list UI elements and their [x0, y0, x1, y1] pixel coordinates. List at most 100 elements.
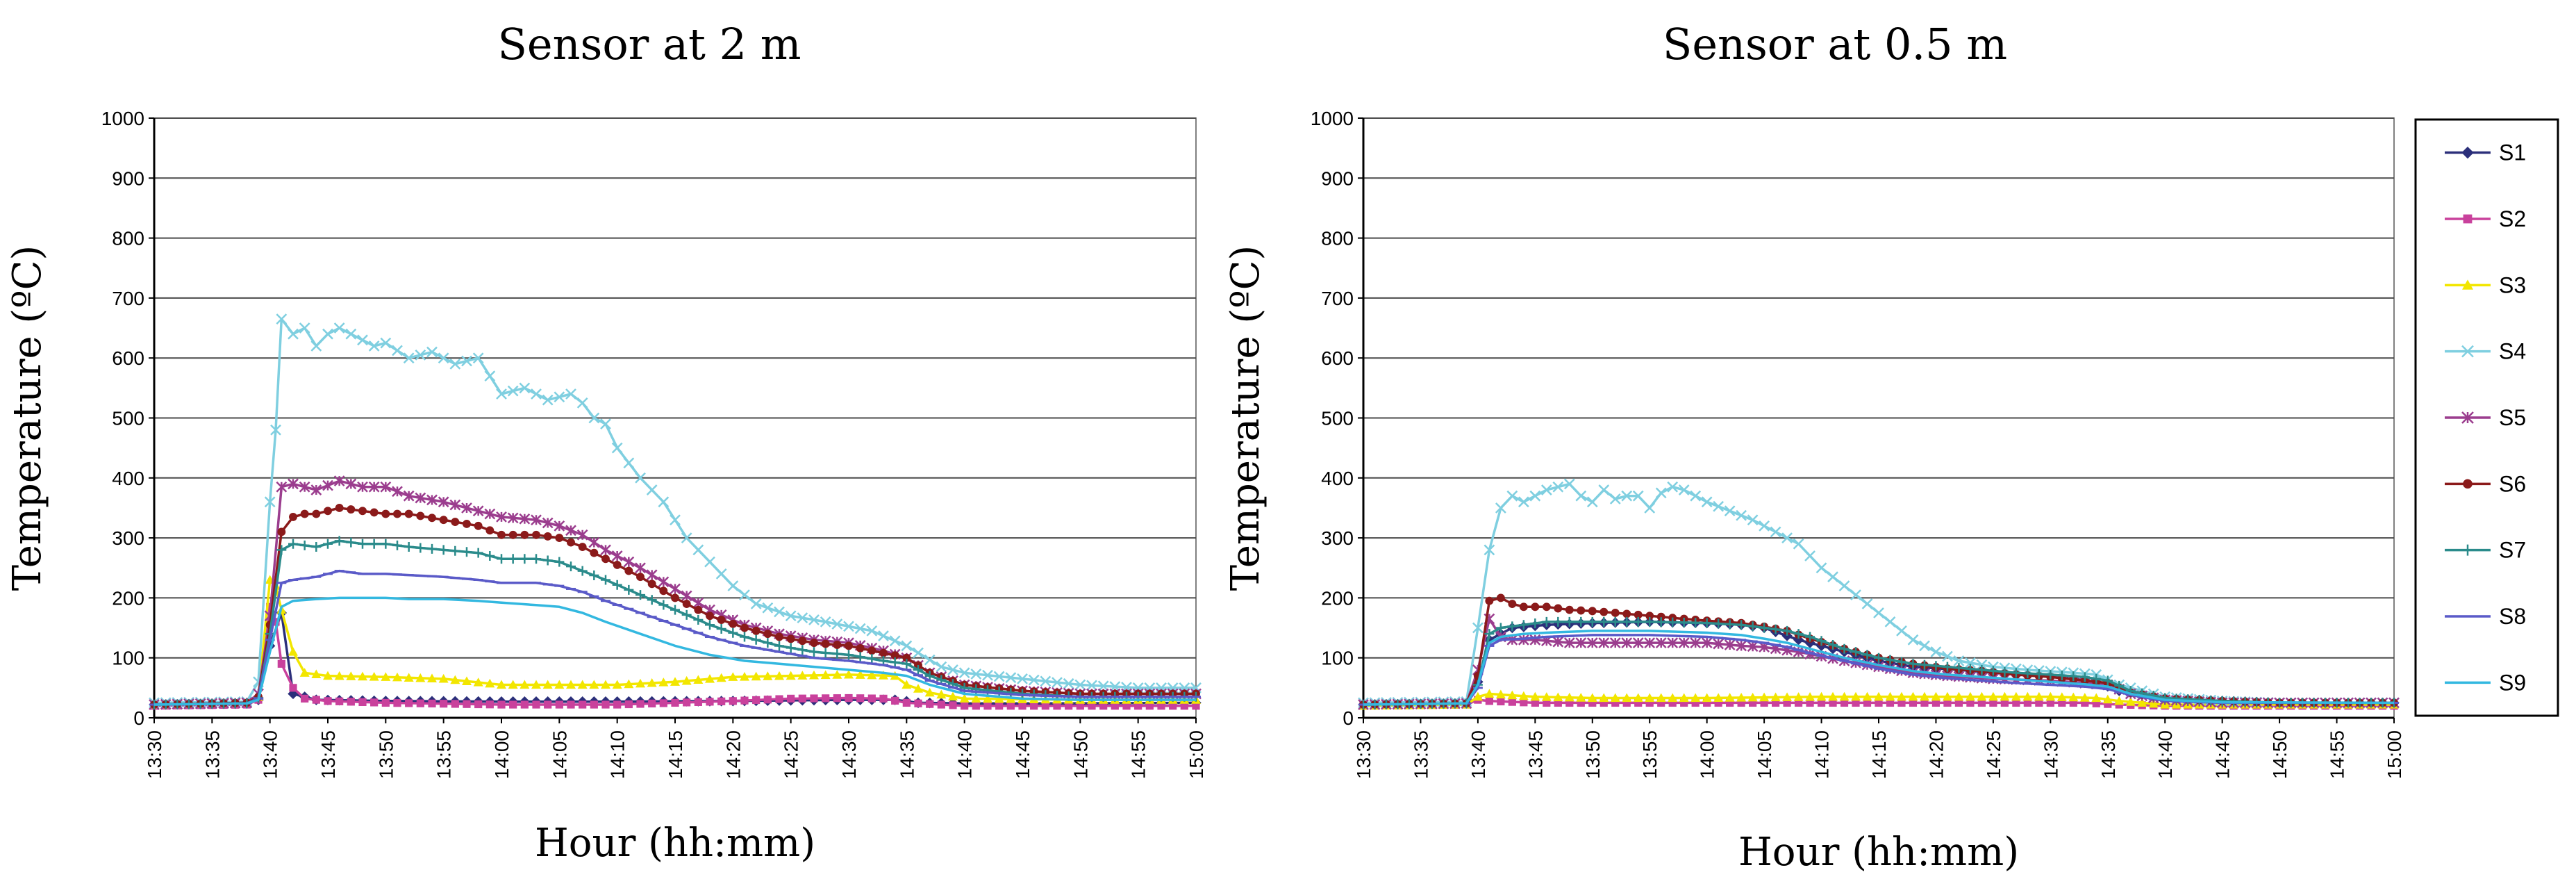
legend-swatch-marker	[2462, 279, 2473, 290]
data-point	[1552, 481, 1564, 493]
data-point	[1565, 605, 1574, 614]
data-point	[2012, 698, 2020, 707]
data-point	[1577, 698, 1585, 707]
data-point	[727, 580, 739, 592]
data-point	[1543, 698, 1551, 707]
x-tick-label: 14:55	[2327, 730, 2348, 779]
series-line-s9	[1363, 630, 2395, 706]
data-point	[1908, 659, 1918, 669]
data-point	[601, 680, 610, 689]
data-point	[543, 532, 552, 541]
legend-swatch-marker	[2461, 345, 2474, 358]
data-point	[2045, 691, 2056, 701]
data-point	[856, 694, 865, 703]
data-point	[2137, 698, 2147, 707]
data-point	[1587, 616, 1597, 627]
data-point	[611, 442, 623, 454]
data-point	[579, 700, 587, 709]
data-point	[705, 674, 715, 683]
data-point	[1529, 490, 1541, 502]
data-point	[646, 569, 658, 581]
data-point	[2069, 698, 2077, 707]
x-tick-label: 14:55	[1128, 730, 1149, 779]
data-point	[2091, 673, 2102, 684]
data-point	[1713, 693, 1724, 702]
data-point	[1088, 702, 1096, 710]
data-point	[890, 651, 899, 660]
data-point	[589, 570, 599, 581]
data-point	[1097, 680, 1109, 692]
data-point	[347, 698, 355, 706]
x-tick-label: 13:40	[1468, 730, 1489, 779]
data-point	[588, 412, 600, 424]
data-point	[613, 700, 622, 709]
data-point	[438, 545, 449, 555]
data-point	[693, 615, 704, 625]
data-point	[1737, 698, 1745, 707]
data-point	[658, 678, 669, 687]
data-point	[497, 530, 506, 539]
data-point	[276, 481, 288, 493]
data-point	[635, 472, 646, 484]
data-point	[1632, 490, 1644, 502]
y-tick-label: 300	[112, 527, 144, 549]
legend-label: S3	[2499, 272, 2526, 297]
data-point	[902, 653, 911, 662]
data-point	[716, 673, 726, 682]
data-point	[566, 680, 576, 689]
data-point	[810, 694, 818, 703]
x-tick-label: 13:30	[1353, 730, 1374, 779]
data-point	[2035, 698, 2043, 707]
y-tick-label: 0	[1343, 707, 1354, 729]
data-point	[1724, 639, 1736, 650]
data-point	[1542, 602, 1551, 611]
data-point	[1554, 604, 1563, 613]
legend-swatch-marker	[2461, 411, 2474, 424]
data-point	[983, 693, 992, 703]
data-point	[1563, 478, 1575, 490]
data-point	[1657, 698, 1665, 707]
data-point	[995, 702, 1004, 710]
data-point	[368, 340, 380, 352]
data-point	[890, 657, 900, 668]
data-point	[1610, 693, 1620, 703]
x-tick-label: 13:45	[317, 730, 339, 779]
data-point	[822, 694, 830, 703]
data-point	[763, 696, 772, 704]
data-point	[346, 537, 356, 548]
data-point	[1817, 698, 1826, 707]
data-point	[1520, 698, 1528, 707]
data-point	[1645, 693, 1655, 703]
x-tick-label: 14:50	[2269, 730, 2291, 779]
data-point	[961, 702, 969, 710]
data-point	[635, 562, 646, 574]
data-point	[1599, 616, 1609, 627]
data-point	[901, 659, 912, 669]
data-point	[462, 676, 472, 685]
data-point	[1816, 636, 1827, 646]
data-point	[1977, 691, 1987, 701]
data-point	[786, 634, 795, 643]
data-point	[509, 700, 517, 709]
data-point	[439, 516, 448, 525]
data-point	[692, 544, 704, 556]
data-point	[1736, 693, 1747, 702]
data-point	[335, 697, 344, 705]
data-point	[831, 618, 843, 630]
data-point	[682, 600, 691, 608]
data-point	[1621, 637, 1633, 649]
legend-item-s9: S9	[2445, 670, 2526, 695]
data-point	[508, 680, 518, 689]
data-point	[681, 675, 692, 685]
data-point	[1736, 640, 1747, 652]
data-point	[658, 576, 670, 588]
data-point	[1805, 691, 1815, 701]
data-point	[1656, 617, 1666, 627]
data-point	[288, 478, 299, 490]
data-point	[415, 492, 426, 504]
data-point	[821, 639, 830, 648]
data-point	[1679, 617, 1689, 627]
data-point	[833, 694, 841, 703]
data-point	[404, 509, 413, 518]
y-tick-label: 800	[112, 228, 144, 249]
